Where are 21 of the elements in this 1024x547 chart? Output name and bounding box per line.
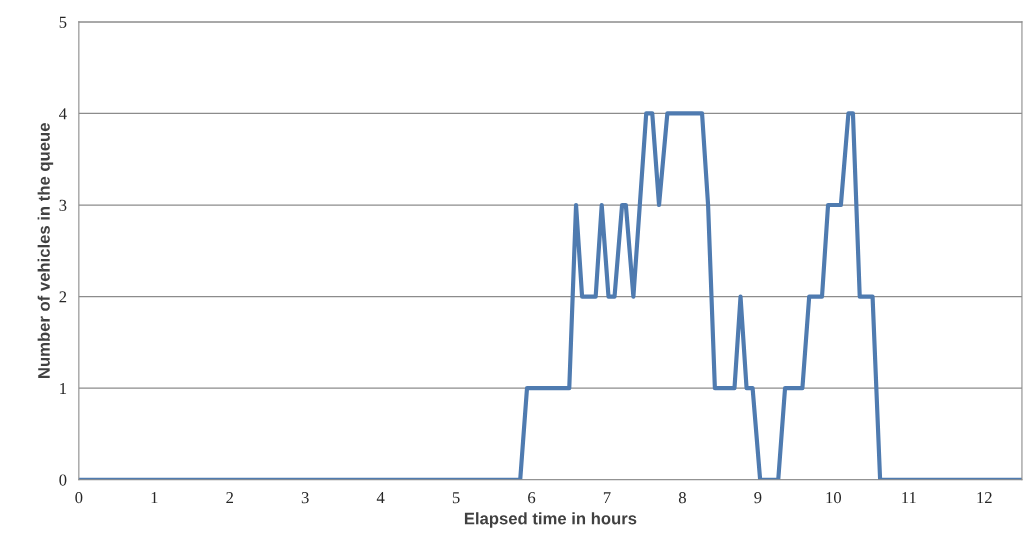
- y-tick-label: 1: [60, 382, 67, 394]
- y-axis-title: Number of vehicles in the queue: [37, 123, 54, 378]
- x-tick-label: 0: [75, 492, 83, 504]
- x-tick-label: 11: [902, 492, 916, 504]
- x-tick-label: 5: [452, 492, 460, 504]
- x-tick-label: 12: [977, 492, 992, 504]
- x-tick-label: 3: [301, 492, 309, 504]
- x-tick-label: 4: [376, 492, 385, 504]
- x-tick-label: 8: [678, 492, 686, 504]
- x-tick-label: 2: [226, 492, 233, 504]
- x-axis-title: Elapsed time in hours: [464, 512, 637, 528]
- y-tick-label: 3: [59, 199, 67, 211]
- x-tick-label: 6: [528, 492, 536, 504]
- y-tick-label: 5: [59, 16, 67, 28]
- x-tick-label: 1: [151, 492, 158, 504]
- x-tick-label: 9: [754, 492, 762, 504]
- y-tick-label: 4: [59, 108, 67, 120]
- y-tick-label: 2: [59, 291, 67, 303]
- x-tick-label: 7: [603, 492, 611, 504]
- y-tick-label: 0: [59, 474, 67, 486]
- x-tick-label: 10: [826, 492, 842, 504]
